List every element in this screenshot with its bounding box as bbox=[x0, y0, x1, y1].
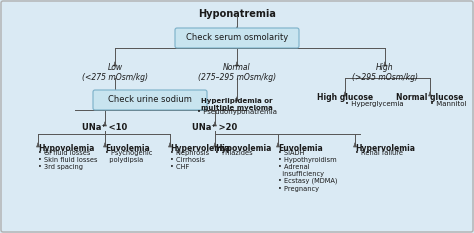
Text: High
(>295 mOsm/kg): High (>295 mOsm/kg) bbox=[352, 63, 418, 82]
Text: Normal
(275–295 mOsm/kg): Normal (275–295 mOsm/kg) bbox=[198, 63, 276, 82]
Text: Hyperlipidemia or
multiple myeloma: Hyperlipidemia or multiple myeloma bbox=[201, 98, 273, 111]
Text: • Renal failure: • Renal failure bbox=[355, 150, 403, 156]
Text: Low
(<275 mOsm/kg): Low (<275 mOsm/kg) bbox=[82, 63, 148, 82]
Text: • Psychogenic
  polydipsia: • Psychogenic polydipsia bbox=[105, 150, 152, 163]
Text: Hypervolemia: Hypervolemia bbox=[355, 144, 415, 153]
Text: Euvolemia: Euvolemia bbox=[105, 144, 150, 153]
Text: • Hyperglycemia: • Hyperglycemia bbox=[345, 101, 404, 107]
Text: Hypovolemia: Hypovolemia bbox=[215, 144, 272, 153]
FancyBboxPatch shape bbox=[93, 90, 207, 110]
Text: UNa⁺ <10: UNa⁺ <10 bbox=[82, 123, 128, 132]
Text: Check urine sodium: Check urine sodium bbox=[108, 96, 192, 104]
Text: Check serum osmolarity: Check serum osmolarity bbox=[186, 34, 288, 42]
Text: • Nephrosis
• Cirrhosis
• CHF: • Nephrosis • Cirrhosis • CHF bbox=[170, 150, 209, 170]
Text: Normal glucose: Normal glucose bbox=[396, 93, 464, 102]
Text: Euvolemia: Euvolemia bbox=[278, 144, 323, 153]
Text: • Pseudohyponatremia: • Pseudohyponatremia bbox=[197, 109, 277, 115]
Text: High glucose: High glucose bbox=[317, 93, 373, 102]
Text: • Thiazides: • Thiazides bbox=[215, 150, 253, 156]
Text: • SIADH
• Hypothyroidism
• Adrenal
  insufficiency
• Ecstasy (MDMA)
• Pregnancy: • SIADH • Hypothyroidism • Adrenal insuf… bbox=[278, 150, 337, 192]
Text: UNa⁺ >20: UNa⁺ >20 bbox=[192, 123, 237, 132]
Text: • Mannitol: • Mannitol bbox=[430, 101, 466, 107]
Text: Hypovolemia: Hypovolemia bbox=[38, 144, 94, 153]
Text: Hyponatremia: Hyponatremia bbox=[198, 9, 276, 19]
FancyBboxPatch shape bbox=[175, 28, 299, 48]
Text: • GI fluid losses
• Skin fluid losses
• 3rd spacing: • GI fluid losses • Skin fluid losses • … bbox=[38, 150, 98, 170]
Text: Hypervolemia: Hypervolemia bbox=[170, 144, 230, 153]
